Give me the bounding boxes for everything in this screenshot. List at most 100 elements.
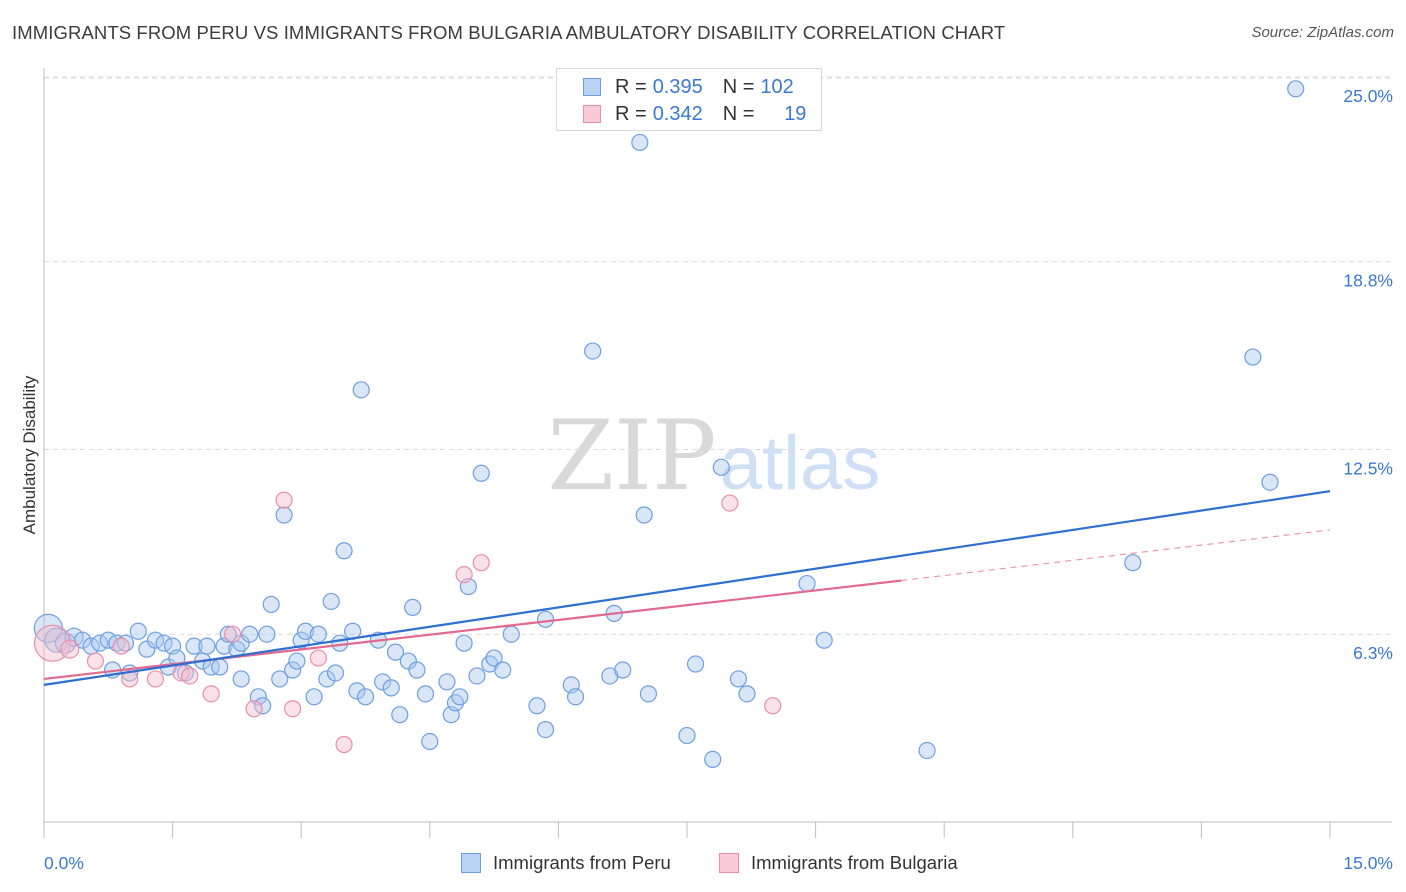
peru-point	[386, 643, 405, 661]
peru-point	[318, 670, 336, 688]
bulgaria-point	[309, 649, 327, 667]
peru-point	[536, 610, 555, 628]
bottom-peru-swatch	[461, 853, 481, 873]
peru-r-label: R =	[615, 75, 647, 98]
peru-r-value: 0.395	[652, 75, 703, 98]
bulgaria-r-value: 0.342	[652, 102, 703, 125]
bulgaria-trend-line	[43, 579, 902, 681]
bulgaria-point	[86, 652, 105, 670]
peru-point	[309, 625, 327, 643]
source-label: Source: ZipAtlas.com	[1251, 24, 1394, 41]
peru-trend-line	[43, 490, 1331, 686]
y-tick-label: 18.8%	[1343, 271, 1393, 291]
bulgaria-point	[764, 697, 782, 715]
peru-point	[421, 732, 439, 751]
bulgaria-point	[284, 700, 302, 718]
peru-point	[129, 622, 147, 640]
peru-n-value: 102	[760, 75, 794, 98]
bulgaria-point	[335, 735, 353, 754]
bulgaria-point	[472, 554, 490, 572]
peru-point	[335, 542, 353, 560]
bulgaria-point	[60, 639, 80, 659]
x-tick-label-right: 15.0%	[1343, 853, 1393, 873]
bulgaria-point	[245, 700, 263, 718]
peru-point	[356, 688, 375, 706]
peru-point	[635, 506, 653, 524]
peru-point	[455, 634, 473, 652]
peru-point	[704, 750, 722, 769]
peru-point	[738, 685, 756, 703]
peru-point	[566, 688, 585, 706]
bottom-peru-label: Immigrants from Peru	[493, 852, 671, 873]
peru-point	[352, 381, 370, 399]
peru-point	[502, 625, 520, 643]
peru-n-label: N =	[722, 75, 755, 98]
peru-point	[686, 655, 705, 673]
peru-point	[712, 458, 730, 476]
peru-point	[1124, 554, 1142, 572]
peru-point	[241, 625, 259, 643]
peru-point	[472, 464, 490, 482]
peru-point	[232, 634, 250, 652]
peru-point	[331, 634, 349, 652]
bulgaria-r-label: R =	[615, 102, 647, 125]
bulgaria-point	[202, 685, 220, 703]
peru-point	[468, 667, 486, 685]
peru-point	[798, 574, 816, 593]
x-tick-label-left: 0.0%	[44, 853, 84, 873]
bulgaria-point	[181, 667, 199, 685]
peru-point	[374, 673, 392, 691]
peru-point	[404, 598, 422, 617]
peru-point	[416, 685, 435, 703]
peru-point	[198, 637, 216, 655]
y-tick-label: 12.5%	[1343, 458, 1393, 478]
peru-point	[1261, 473, 1279, 491]
peru-point	[438, 673, 456, 691]
peru-point	[485, 649, 503, 667]
peru-point	[275, 506, 293, 524]
peru-swatch	[583, 78, 601, 96]
peru-point	[185, 637, 203, 655]
peru-point	[528, 697, 546, 715]
peru-point	[219, 625, 237, 643]
peru-point	[232, 670, 250, 688]
legend-row-peru: R = 0.395 N = 102	[583, 75, 794, 99]
stats-legend: R = 0.395 N = 102 R = 0.342 N = 19	[556, 68, 822, 131]
peru-point	[326, 664, 345, 682]
bulgaria-point	[721, 494, 739, 512]
peru-point	[391, 706, 409, 724]
peru-point	[536, 721, 555, 739]
bottom-bulgaria-label: Immigrants from Bulgaria	[751, 852, 958, 873]
peru-point	[918, 741, 936, 760]
peru-point	[678, 726, 696, 745]
peru-point	[73, 631, 92, 649]
bulgaria-swatch	[583, 105, 601, 123]
peru-point	[584, 342, 602, 360]
peru-point	[1287, 80, 1305, 98]
bulgaria-point	[146, 670, 165, 688]
peru-point	[399, 652, 417, 670]
legend-row-bulgaria: R = 0.342 N = 19	[583, 102, 806, 126]
peru-point	[138, 640, 156, 658]
peru-point	[729, 670, 748, 688]
peru-point	[1244, 348, 1262, 366]
peru-point	[382, 679, 400, 697]
bulgaria-point	[455, 566, 473, 584]
peru-point	[288, 652, 306, 670]
bottom-legend-bulgaria: Immigrants from Bulgaria	[719, 852, 958, 874]
peru-point	[305, 688, 323, 706]
y-axis-label: Ambulatory Disability	[20, 375, 39, 534]
bulgaria-n-value: 19	[784, 102, 807, 125]
watermark-atlas: atlas	[720, 421, 881, 506]
watermark-zip: ZIP	[547, 400, 716, 512]
bulgaria-trend-extension	[901, 529, 1331, 582]
peru-point	[292, 631, 310, 649]
y-tick-label: 6.3%	[1353, 643, 1393, 663]
peru-point	[296, 622, 315, 640]
peru-point	[815, 631, 833, 649]
peru-point	[451, 688, 469, 706]
peru-point	[262, 595, 280, 614]
peru-point	[211, 658, 229, 676]
peru-point	[271, 670, 289, 688]
